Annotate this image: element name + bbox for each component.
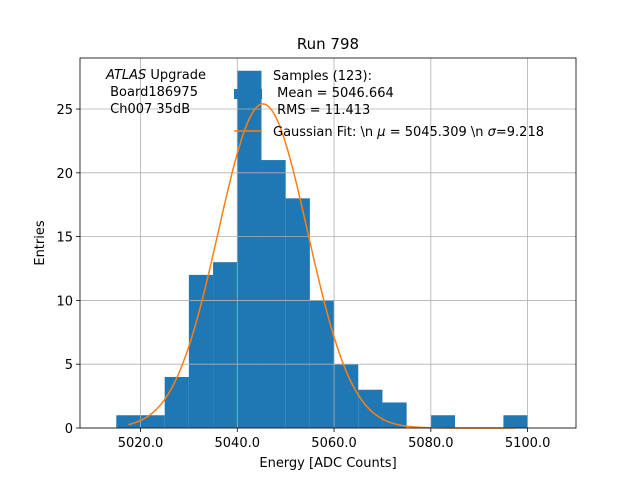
x-axis-label: Energy [ADC Counts] bbox=[259, 456, 396, 471]
atlas-annotation: ATLAS Upgrade Board186975 Ch007 35dB bbox=[105, 68, 206, 117]
histogram-bar-9 bbox=[334, 364, 359, 428]
legend-samples-mean: Mean = 5046.664 bbox=[273, 86, 394, 101]
legend: Samples (123): Mean = 5046.664 RMS = 11.… bbox=[234, 69, 544, 140]
histogram-bar-1 bbox=[140, 415, 165, 428]
histogram-bar-3 bbox=[188, 274, 214, 428]
atlas-label: ATLAS bbox=[105, 68, 146, 83]
y-tick-label-5: 25 bbox=[56, 103, 73, 118]
legend-samples-line1: Samples (123): bbox=[273, 69, 372, 84]
histogram-bar-5 bbox=[237, 70, 262, 428]
histogram-bar-6 bbox=[261, 160, 286, 428]
channel-label: Ch007 35dB bbox=[106, 102, 190, 117]
y-tick-label-3: 15 bbox=[56, 231, 73, 246]
chart-title: Run 798 bbox=[297, 35, 359, 53]
y-tick-label-1: 5 bbox=[65, 358, 73, 373]
legend-fit-label: Gaussian Fit: \n μ = 5045.309 \n σ=9.218 bbox=[273, 125, 544, 140]
histogram-bar-2 bbox=[164, 376, 189, 428]
histogram-bar-7 bbox=[285, 198, 310, 428]
legend-histogram-swatch bbox=[234, 89, 262, 99]
histogram-bar-0 bbox=[116, 415, 141, 428]
y-axis-ticks: 0 5 10 15 20 25 bbox=[56, 103, 80, 437]
histogram-bar-4 bbox=[213, 262, 238, 428]
x-tick-label-4: 5100.0 bbox=[505, 436, 551, 451]
x-tick-label-3: 5080.0 bbox=[408, 436, 454, 451]
y-axis-label: Entries bbox=[33, 220, 48, 266]
histogram-bar-12 bbox=[430, 415, 456, 428]
histogram-bar-10 bbox=[358, 389, 383, 428]
x-tick-label-1: 5040.0 bbox=[215, 436, 261, 451]
upgrade-label: Upgrade bbox=[146, 68, 206, 83]
svg-text:ATLAS Upgrade: ATLAS Upgrade bbox=[105, 68, 206, 83]
plot-frame bbox=[79, 57, 577, 429]
board-label: Board186975 bbox=[106, 85, 198, 100]
y-tick-label-4: 20 bbox=[56, 167, 73, 182]
x-tick-label-2: 5060.0 bbox=[311, 436, 357, 451]
y-tick-label-2: 10 bbox=[56, 294, 73, 309]
x-axis-ticks: 5020.0 5040.0 5060.0 5080.0 5100.0 bbox=[118, 428, 551, 451]
grid bbox=[80, 58, 576, 429]
legend-samples-rms: RMS = 11.413 bbox=[273, 103, 370, 118]
histogram-bar-13 bbox=[503, 415, 528, 428]
y-tick-label-0: 0 bbox=[65, 422, 73, 437]
x-tick-label-0: 5020.0 bbox=[118, 436, 164, 451]
